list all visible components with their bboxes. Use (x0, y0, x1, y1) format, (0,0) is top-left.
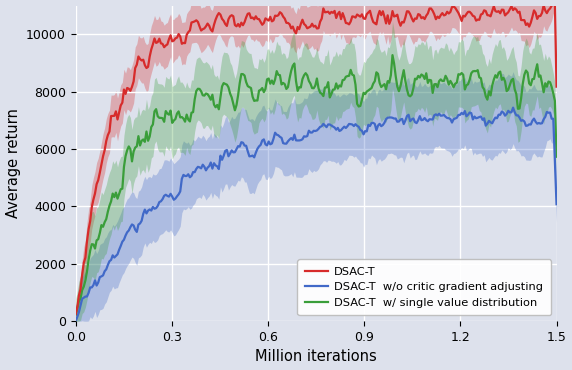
DSAC-T  w/o critic gradient adjusting (367, 124, 374, 128)
DSAC-T  w/ single value distribution (479, 85, 486, 89)
X-axis label: Million iterations: Million iterations (255, 349, 377, 364)
Y-axis label: Average return: Average return (6, 108, 21, 218)
DSAC-T (74, 305, 81, 309)
DSAC-T  w/ single value distribution (74, 306, 81, 311)
DSAC-T (359, 12, 366, 17)
DSAC-T  w/o critic gradient adjusting (510, 105, 517, 110)
DSAC-T  w/ single value distribution (510, 77, 517, 81)
DSAC-T  w/ single value distribution (72, 313, 79, 317)
DSAC-T  w/o critic gradient adjusting (553, 202, 560, 206)
DSAC-T  w/o critic gradient adjusting (74, 314, 81, 319)
DSAC-T  w/ single value distribution (359, 98, 366, 102)
DSAC-T (550, 0, 557, 2)
DSAC-T  w/o critic gradient adjusting (357, 128, 364, 132)
Line: DSAC-T  w/o critic gradient adjusting: DSAC-T w/o critic gradient adjusting (76, 108, 557, 321)
DSAC-T  w/ single value distribution (389, 53, 396, 57)
DSAC-T (72, 312, 79, 316)
DSAC-T (367, 9, 374, 13)
Line: DSAC-T: DSAC-T (76, 0, 557, 314)
DSAC-T  w/o critic gradient adjusting (359, 128, 366, 133)
DSAC-T (553, 84, 560, 89)
DSAC-T  w/ single value distribution (367, 87, 374, 91)
DSAC-T  w/o critic gradient adjusting (478, 114, 484, 119)
DSAC-T (508, 4, 515, 9)
DSAC-T  w/o critic gradient adjusting (508, 110, 515, 114)
DSAC-T  w/ single value distribution (357, 104, 364, 108)
DSAC-T (478, 12, 484, 17)
DSAC-T  w/o critic gradient adjusting (72, 319, 79, 323)
DSAC-T (357, 14, 364, 19)
DSAC-T  w/ single value distribution (553, 155, 560, 159)
Line: DSAC-T  w/ single value distribution: DSAC-T w/ single value distribution (76, 55, 557, 315)
Legend: DSAC-T, DSAC-T  w/o critic gradient adjusting, DSAC-T  w/ single value distribut: DSAC-T, DSAC-T w/o critic gradient adjus… (297, 259, 551, 316)
